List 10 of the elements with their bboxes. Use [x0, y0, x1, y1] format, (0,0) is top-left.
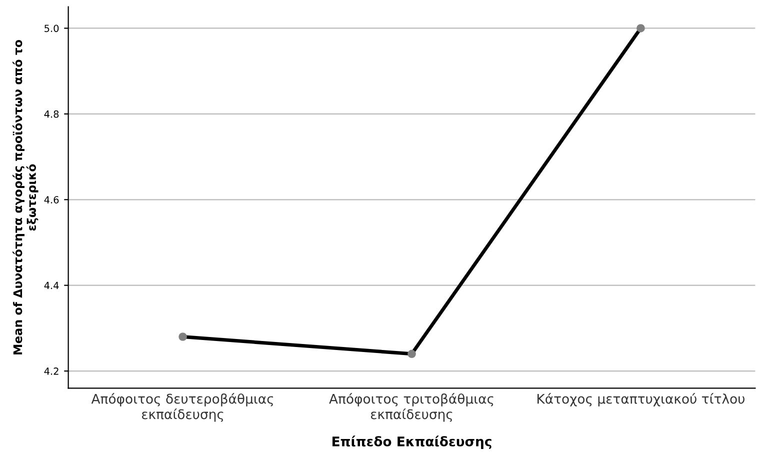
x-tick-label: Απόφοιτος δευτεροβάθμιας εκπαίδευσης	[91, 393, 274, 422]
y-tick-label: 4.6	[44, 196, 59, 204]
y-tick-label: 5.0	[44, 24, 59, 32]
x-tick-label: Κάτοχος μεταπτυχιακού τίτλου	[538, 393, 744, 406]
y-tick-label: 4.2	[44, 368, 58, 375]
y-tick-label: 4.4	[44, 282, 59, 290]
y-tick-label: 4.8	[44, 110, 59, 118]
x-tick-label: Απόφοιτος τριτοβάθμιας εκπαίδευσης	[329, 393, 494, 422]
y-axis-title: Mean of Δυνατότητα αγοράς προϊόντων από το εξωτερικό	[12, 40, 38, 354]
x-axis-title: Επίπεδο Εκπαίδευσης	[332, 436, 492, 449]
